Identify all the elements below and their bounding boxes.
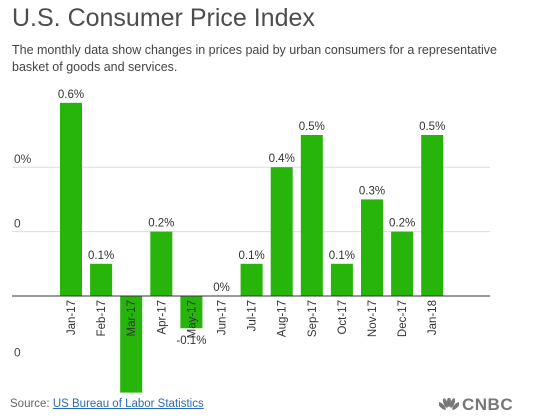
category-label: Jan-17 [66, 300, 78, 335]
bar-value-label: 0.2% [148, 218, 174, 230]
bar-value-label: 0.4% [269, 153, 295, 165]
category-label: Sep-17 [307, 300, 319, 337]
bar [421, 135, 444, 296]
bar [120, 296, 143, 393]
bar [391, 231, 414, 296]
bar-value-label: 0.5% [419, 121, 445, 133]
bar [300, 135, 323, 296]
bar [240, 263, 263, 296]
bar-value-label: -0.1% [176, 335, 206, 347]
chart-subtitle: The monthly data show changes in prices … [12, 43, 497, 74]
bar-value-label: 0.3% [359, 185, 385, 197]
category-label: Aug-17 [277, 300, 289, 337]
category-label: Apr-17 [156, 300, 168, 335]
bar [361, 199, 383, 296]
bar-value-label: 0.1% [329, 250, 355, 262]
y-tick-label: 0% [14, 152, 32, 166]
bar-value-label: 0.1% [238, 250, 264, 262]
bar-value-label: 0% [213, 282, 230, 294]
source-prefix: Source: [10, 398, 50, 410]
bar [90, 263, 113, 296]
peacock-icon [439, 398, 459, 410]
category-label: Jan-18 [427, 300, 439, 335]
bar [150, 231, 173, 296]
bar-value-label: 0.6% [58, 89, 84, 101]
category-label: Mar-17 [126, 300, 138, 336]
y-tick-label: 0 [14, 345, 21, 359]
bar-value-label: 0.1% [88, 250, 114, 262]
category-label: Feb-17 [96, 300, 108, 336]
category-label: Oct-17 [337, 300, 349, 335]
cnbc-logo: CNBC [439, 395, 514, 414]
category-label: Nov-17 [367, 300, 379, 337]
bar-value-label: 0.5% [299, 121, 325, 133]
chart-title: U.S. Consumer Price Index [12, 4, 315, 32]
category-label: Jun-17 [217, 300, 229, 335]
bar [180, 296, 203, 329]
source-link[interactable]: US Bureau of Labor Statistics [52, 398, 204, 410]
brand-text: CNBC [462, 395, 514, 414]
source-note: Source: US Bureau of Labor Statistics [10, 398, 204, 410]
category-label: Jul-17 [247, 300, 259, 331]
category-label: May-17 [186, 300, 198, 338]
bar [60, 102, 82, 296]
category-label: Dec-17 [397, 300, 409, 337]
y-tick-label: 0 [14, 217, 21, 231]
bar [270, 167, 293, 296]
bar-value-label: 0.2% [389, 218, 415, 230]
bar [330, 263, 353, 296]
